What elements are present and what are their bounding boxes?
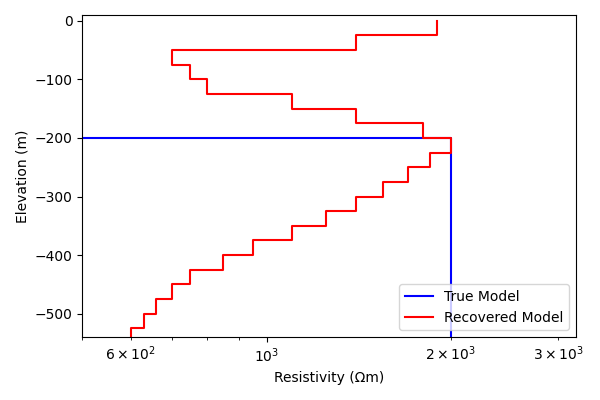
Recovered Model (127, 335, 134, 340)
True Model (447, 136, 454, 140)
Recovered Model (168, 297, 175, 302)
Recovered Model (427, 150, 434, 155)
X-axis label: Resistivity (Ωm): Resistivity (Ωm) (274, 371, 384, 385)
Legend: True Model, Recovered Model: True Model, Recovered Model (400, 284, 569, 330)
Recovered Model (288, 92, 295, 96)
Recovered Model (352, 121, 359, 126)
Recovered Model (433, 18, 440, 23)
Recovered Model (379, 180, 386, 184)
Y-axis label: Elevation (m): Elevation (m) (15, 129, 29, 223)
Line: True Model: True Model (0, 21, 451, 337)
Recovered Model (127, 326, 134, 331)
True Model (447, 335, 454, 340)
Line: Recovered Model: Recovered Model (131, 21, 451, 337)
